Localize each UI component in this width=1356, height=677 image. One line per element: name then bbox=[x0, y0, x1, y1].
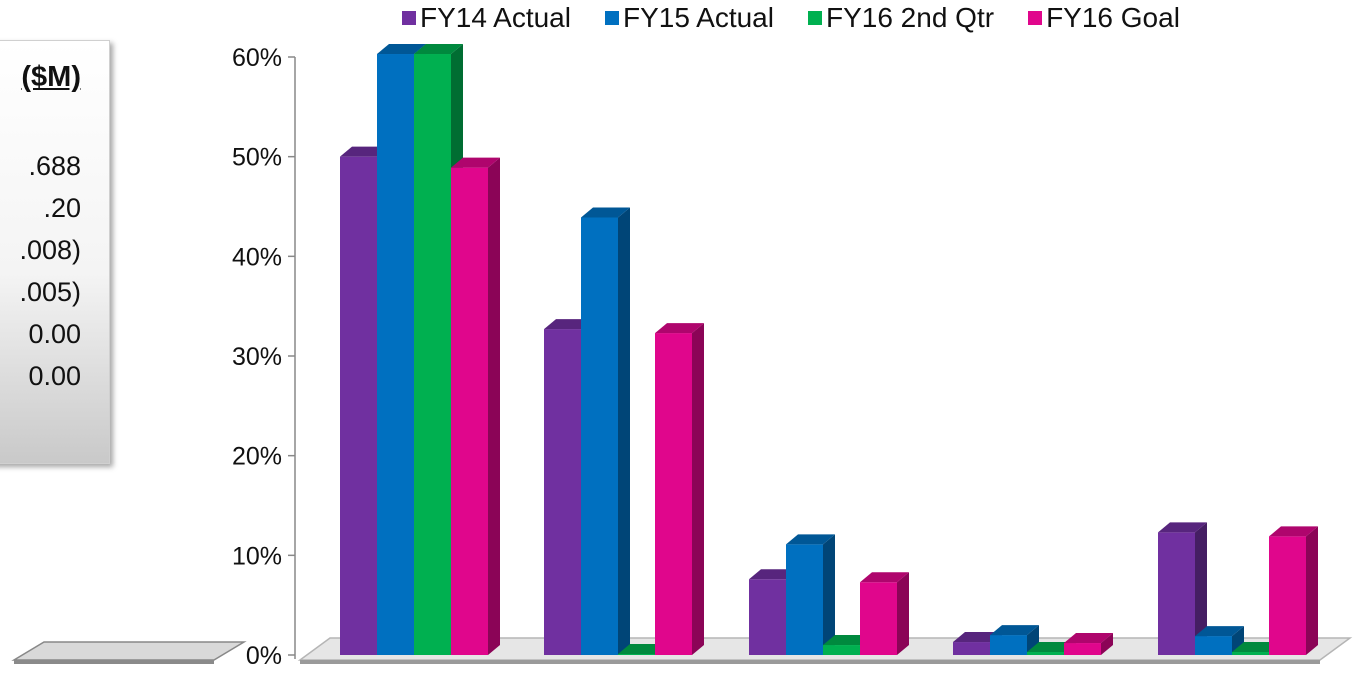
bar-front bbox=[749, 579, 786, 655]
bar-top bbox=[1064, 633, 1113, 644]
legend-label: FY15 Actual bbox=[622, 2, 774, 33]
bar-side bbox=[1195, 522, 1207, 655]
bar-top bbox=[581, 207, 630, 218]
legend-item-fy16-goal: FY16 Goal bbox=[1028, 2, 1180, 34]
bar-front bbox=[860, 582, 897, 655]
bar-side bbox=[692, 323, 704, 655]
bar-top bbox=[377, 44, 426, 55]
bar-front bbox=[786, 544, 823, 655]
legend-label: FY14 Actual bbox=[420, 2, 571, 33]
bar-top bbox=[340, 146, 389, 157]
bar-top bbox=[618, 644, 667, 655]
bar bbox=[990, 625, 1039, 655]
bar-front bbox=[544, 329, 581, 655]
bar-front bbox=[953, 642, 990, 655]
y-tick-label: 40% bbox=[232, 243, 282, 271]
bar-top bbox=[544, 319, 593, 330]
bar-side bbox=[897, 572, 909, 655]
bar-side bbox=[1306, 526, 1318, 655]
legend-swatch bbox=[807, 11, 822, 25]
bar-top bbox=[1158, 522, 1207, 533]
bar bbox=[655, 323, 704, 655]
bar-top bbox=[990, 625, 1039, 636]
bar-top bbox=[749, 569, 798, 580]
bar-top bbox=[451, 157, 500, 168]
bar-top bbox=[414, 44, 463, 55]
bar-front bbox=[340, 156, 377, 655]
bar bbox=[1064, 633, 1113, 655]
bar-top bbox=[1027, 642, 1076, 653]
bar bbox=[581, 207, 630, 656]
bar-front bbox=[1232, 652, 1269, 655]
panel-value: .008) bbox=[19, 235, 81, 265]
chart-legend: FY14 Actual FY15 Actual FY16 2nd Qtr FY1… bbox=[402, 2, 1180, 34]
bar-front bbox=[414, 54, 451, 655]
y-axis: 0% 10% 20% 30% 40% 50% 60% bbox=[232, 44, 296, 670]
bar-top bbox=[1232, 642, 1281, 653]
bar-front bbox=[1027, 652, 1064, 655]
slab-front bbox=[14, 660, 214, 664]
bar-side bbox=[1027, 625, 1039, 655]
panel-header: ($M) bbox=[21, 61, 81, 93]
bar bbox=[1158, 522, 1207, 655]
bar-front bbox=[1158, 532, 1195, 655]
panel-value: 0.00 bbox=[28, 319, 81, 349]
bars bbox=[340, 44, 1318, 656]
bar-top bbox=[1269, 526, 1318, 537]
bar-side bbox=[618, 207, 630, 656]
bar-side bbox=[1101, 633, 1113, 655]
y-tick-label: 30% bbox=[232, 343, 282, 371]
legend-swatch bbox=[1028, 11, 1043, 25]
legend-item-fy15-actual: FY15 Actual bbox=[604, 2, 774, 34]
bar-top bbox=[953, 632, 1002, 643]
bar-side bbox=[488, 157, 500, 655]
bar-front bbox=[377, 54, 414, 655]
bar-front bbox=[581, 217, 618, 656]
bar bbox=[860, 572, 909, 655]
panel-value: .688 bbox=[28, 151, 81, 181]
panel-values: .688 .20 .008) .005) 0.00 0.00 bbox=[19, 145, 81, 397]
slab-top bbox=[11, 641, 247, 661]
bar-top bbox=[860, 572, 909, 583]
bar-front bbox=[1064, 643, 1101, 655]
panel-value: .20 bbox=[43, 193, 81, 223]
bar bbox=[451, 157, 500, 655]
y-tick-label: 60% bbox=[232, 44, 282, 72]
y-tick-label: 0% bbox=[246, 642, 282, 670]
bar-side bbox=[823, 534, 835, 655]
legend-swatch bbox=[604, 11, 619, 25]
y-tick-label: 20% bbox=[232, 443, 282, 471]
bar-front bbox=[823, 645, 860, 655]
bar-top bbox=[655, 323, 704, 334]
legend-item-fy14-actual: FY14 Actual bbox=[402, 2, 571, 34]
bar-front bbox=[655, 333, 692, 655]
legend-label: FY16 2nd Qtr bbox=[825, 2, 995, 33]
bar bbox=[786, 534, 835, 655]
value-panel: ($M) .688 .20 .008) .005) 0.00 0.00 bbox=[0, 40, 110, 464]
panel-value: .005) bbox=[19, 277, 81, 307]
bar-front bbox=[1195, 636, 1232, 655]
bar-top bbox=[823, 635, 872, 646]
floor-front bbox=[300, 660, 1320, 664]
bar-front bbox=[990, 635, 1027, 655]
bar-front bbox=[451, 167, 488, 655]
bar bbox=[1195, 626, 1244, 655]
panel-value: 0.00 bbox=[28, 361, 81, 391]
legend-swatch bbox=[402, 11, 416, 25]
y-tick-label: 50% bbox=[232, 144, 282, 172]
legend-label: FY16 Goal bbox=[1046, 2, 1180, 33]
bar-side bbox=[1232, 626, 1244, 655]
bar-top bbox=[1195, 626, 1244, 637]
bar-top bbox=[786, 534, 835, 545]
legend-item-fy16-2nd-qtr: FY16 2nd Qtr bbox=[807, 2, 995, 34]
y-tick-label: 10% bbox=[232, 542, 282, 570]
floor-decoration bbox=[11, 641, 247, 664]
bar-front bbox=[1269, 536, 1306, 655]
bar bbox=[1269, 526, 1318, 655]
bar-front bbox=[618, 654, 655, 655]
